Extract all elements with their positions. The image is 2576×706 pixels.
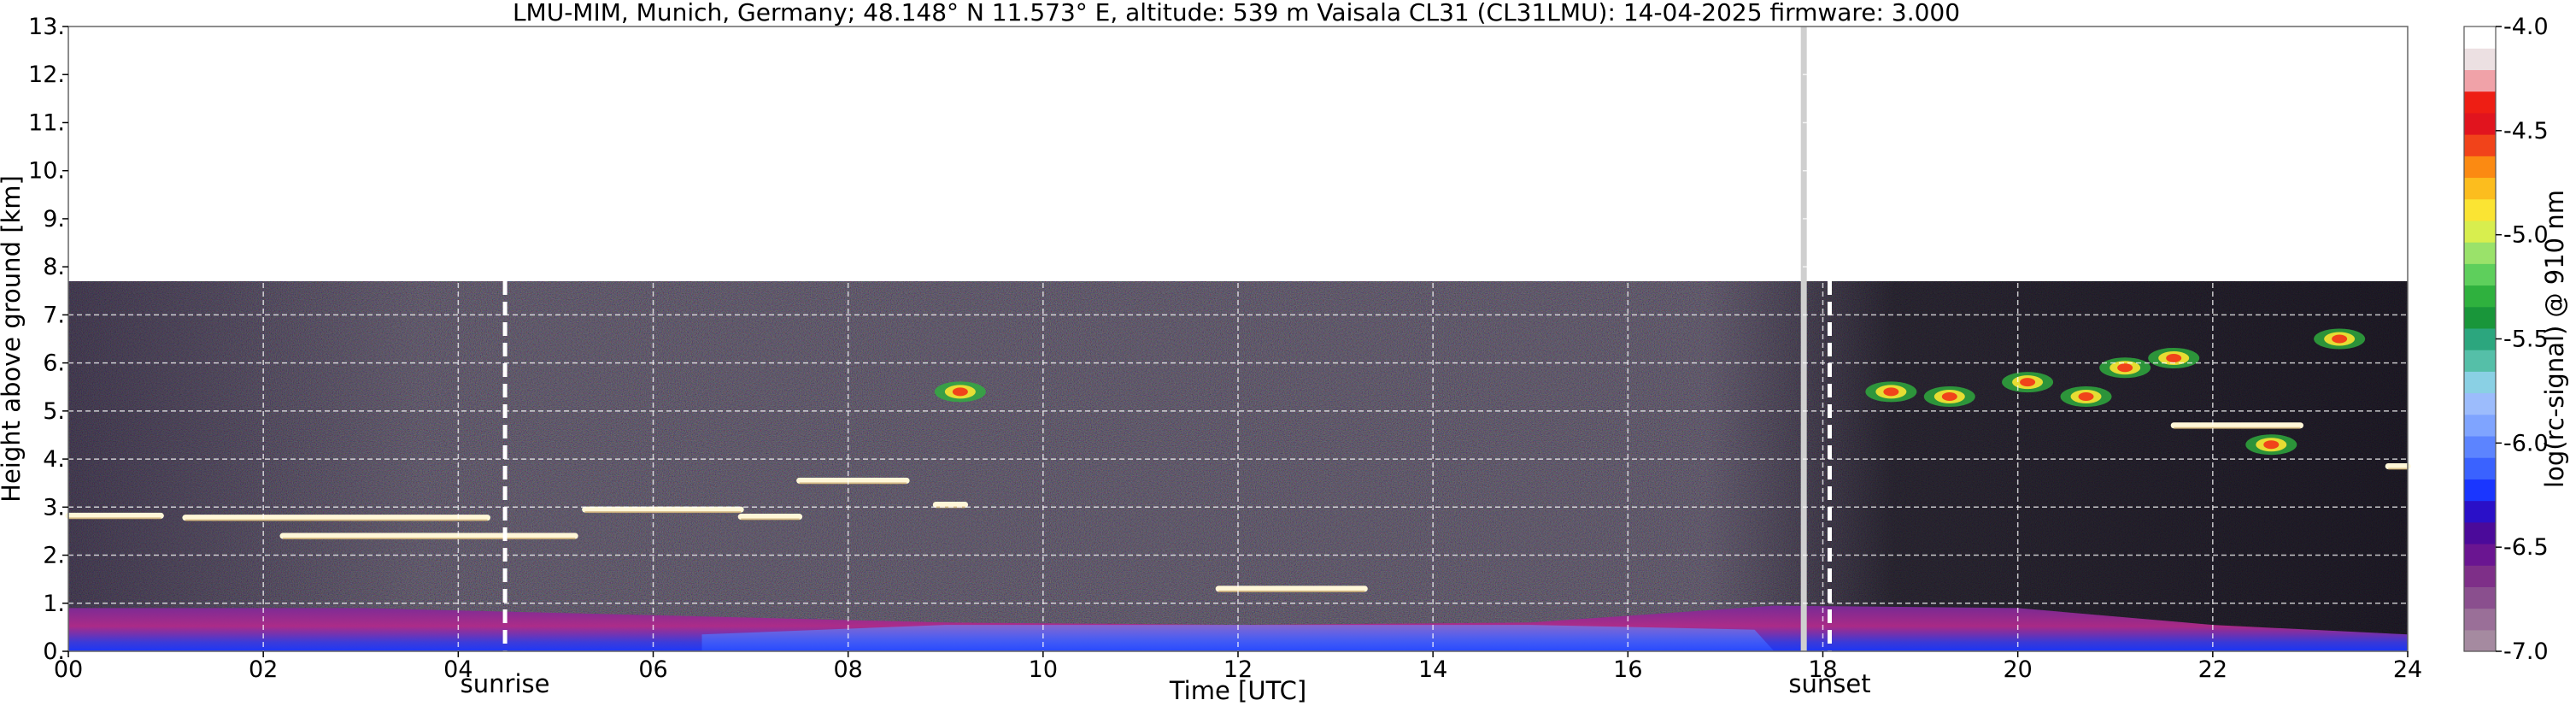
y-tick-label: 7. [43, 302, 65, 328]
y-tick-label: 12. [28, 62, 65, 88]
colorbar-bin [2464, 306, 2496, 329]
colorbar-tick-label: -5.0 [2503, 222, 2549, 249]
colorbar-bin [2464, 350, 2496, 372]
colorbar-bin [2464, 586, 2496, 609]
colorbar: -4.0 -4.5 -5.0 -5.5 -6.0 -6.5 -7.0 [2463, 14, 2549, 665]
colorbar-bin [2464, 91, 2496, 114]
cloud-patch-core [1941, 391, 1957, 401]
x-tick-label: 04 [443, 656, 472, 683]
x-tick-label: 20 [2003, 656, 2032, 683]
colorbar-bin [2464, 263, 2496, 286]
x-tick-label: 22 [2198, 656, 2227, 683]
y-tick-label: 10. [28, 158, 65, 185]
colorbar-bin [2464, 48, 2496, 71]
colorbar-bin [2464, 198, 2496, 221]
colorbar-bin [2464, 479, 2496, 502]
cloud-patch-core [2117, 363, 2133, 373]
y-axis-ticks: 0. 1. 2. 3. 4. 5. 6. 7. 8. 9. 10. 11. 12. 13. [28, 14, 68, 665]
chart-title: LMU-MIM, Munich, Germany; 48.148° N 11.5… [513, 0, 1960, 26]
y-tick-label: 1. [43, 591, 65, 617]
y-tick-label: 9. [43, 206, 65, 232]
colorbar-bin [2464, 565, 2496, 587]
cloud-patch-core [2020, 378, 2036, 387]
x-tick-label: 06 [638, 656, 667, 683]
colorbar-bin [2464, 629, 2496, 652]
sunrise-label: sunrise [461, 669, 550, 698]
cloud-patch-core [1883, 387, 1899, 397]
x-tick-label: 18 [1808, 656, 1837, 683]
colorbar-tick-label: -6.0 [2503, 430, 2549, 456]
y-tick-label: 6. [43, 350, 65, 377]
colorbar-bin [2464, 156, 2496, 179]
colorbar-bin [2464, 177, 2496, 200]
x-tick-label: 12 [1223, 656, 1253, 683]
colorbar-bin [2464, 134, 2496, 156]
grid-lines [68, 26, 2408, 651]
x-tick-label: 02 [249, 656, 278, 683]
colorbar-bin [2464, 543, 2496, 566]
colorbar-bin [2464, 500, 2496, 523]
data-gap [1800, 26, 1807, 651]
sun-markers [502, 281, 1832, 651]
colorbar-bin [2464, 26, 2496, 49]
cloud-patch-core [2332, 334, 2348, 344]
colorbar-bin [2464, 69, 2496, 92]
y-tick-label: 2. [43, 543, 65, 569]
colorbar-tick-label: -4.5 [2503, 118, 2549, 144]
colorbar-bin [2464, 285, 2496, 308]
colorbar-bin [2464, 435, 2496, 458]
colorbar-label: log(rc-signal) @ 910 nm [2540, 190, 2569, 488]
x-tick-label: 24 [2393, 656, 2422, 683]
cloud-patch-core [2263, 440, 2280, 450]
y-axis-label: Height above ground [km] [0, 175, 26, 503]
x-tick-label: 08 [833, 656, 862, 683]
colorbar-tick-label: -5.5 [2503, 327, 2549, 353]
colorbar-bin [2464, 112, 2496, 135]
x-axis-ticks: 00 02 04 06 08 10 12 14 16 18 20 22 24 [54, 651, 2422, 683]
y-tick-label: 0. [43, 638, 65, 665]
y-tick-label: 11. [28, 109, 65, 136]
y-tick-label: 5. [43, 398, 65, 425]
plot-area [65, 26, 2411, 652]
colorbar-bin [2464, 220, 2496, 243]
colorbar-bin [2464, 457, 2496, 479]
x-tick-label: 00 [54, 656, 83, 683]
x-tick-label: 16 [1613, 656, 1642, 683]
colorbar-bin [2464, 371, 2496, 394]
sunset-label: sunset [1788, 669, 1870, 698]
cloud-patch-core [2166, 353, 2182, 362]
cloud-patch-core [952, 387, 968, 397]
y-tick-label: 4. [43, 446, 65, 473]
y-tick-label: 8. [43, 254, 65, 280]
colorbar-bin [2464, 608, 2496, 631]
colorbar-bin [2464, 327, 2496, 350]
colorbar-tick-label: -7.0 [2503, 638, 2549, 665]
x-tick-label: 10 [1029, 656, 1058, 683]
colorbar-tick-label: -6.5 [2503, 534, 2549, 561]
colorbar-bin [2464, 414, 2496, 437]
colorbar-bin [2464, 242, 2496, 264]
y-tick-label: 3. [43, 494, 65, 521]
cloud-patch-core [2078, 391, 2094, 401]
x-axis-label: Time [UTC] [1169, 676, 1306, 705]
colorbar-bin [2464, 521, 2496, 544]
colorbar-bin [2464, 392, 2496, 415]
x-tick-label: 14 [1418, 656, 1447, 683]
colorbar-tick-label: -4.0 [2503, 14, 2549, 40]
y-tick-label: 13. [28, 14, 65, 40]
